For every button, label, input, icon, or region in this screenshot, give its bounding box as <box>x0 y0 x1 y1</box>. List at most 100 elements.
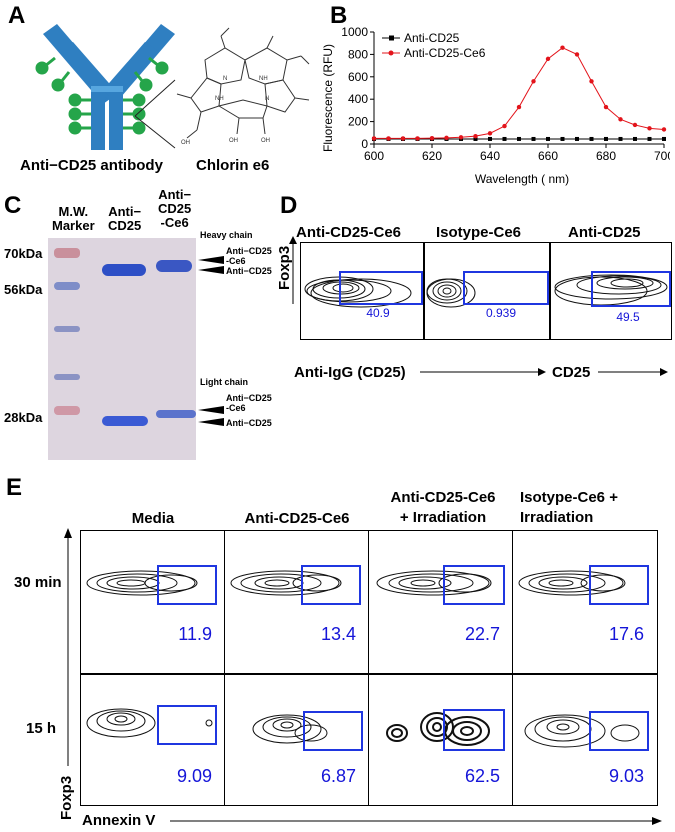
lane-header-anti-cd25: Anti− CD25 <box>108 204 142 233</box>
e-value-r1c2: 13.4 <box>320 624 356 644</box>
d-value-3: 49.5 <box>616 310 640 324</box>
series-point <box>516 104 522 110</box>
chart-x-label: Wavelength ( nm) <box>475 172 569 186</box>
y-tick-label: 1000 <box>341 25 368 39</box>
heavy-chain-band-anti-cd25-ce6 <box>156 260 192 272</box>
marker-56kda: 56kDa <box>4 282 43 297</box>
light-chain-arrows-icon <box>198 406 224 426</box>
chlorin-caption: Chlorin e6 <box>196 157 270 174</box>
antibody-structure-diagram: N NH NH N OH OH OH <box>35 24 310 150</box>
svg-text:OH: OH <box>261 138 270 144</box>
legend-label: Anti-CD25-Ce6 <box>404 46 486 60</box>
series-point <box>502 123 507 129</box>
lane-header-marker: M.W. Marker <box>52 204 95 233</box>
svg-text:N: N <box>223 76 227 82</box>
series-point <box>429 135 435 141</box>
e-value-r2c3: 62.5 <box>464 766 500 786</box>
e-row-15h: 15 h <box>26 720 57 737</box>
series-point <box>603 104 609 110</box>
series-point <box>415 136 420 141</box>
series-point <box>647 136 652 141</box>
e-gate <box>443 709 505 751</box>
series-point <box>618 136 623 141</box>
e-flow-plot-r2c4 <box>512 674 658 806</box>
e-value-r2c2: 6.87 <box>320 766 356 786</box>
e-flow-plot-r2c3 <box>368 674 514 806</box>
e-y-axis-label: Foxp3 <box>58 775 75 820</box>
series-point <box>473 136 478 141</box>
heavy-chain-label-ce6: Anti−CD25 -Ce6 <box>226 246 272 266</box>
chart-axes <box>370 31 665 148</box>
chart-y-label: Fluorescence (RFU) <box>321 44 335 152</box>
e-gate <box>301 565 361 605</box>
antibody-caption: Anti−CD25 antibody <box>20 157 163 174</box>
y-tick-label: 400 <box>348 92 368 106</box>
series-point <box>473 133 478 139</box>
svg-text:NH: NH <box>259 76 268 82</box>
d-y-arrow-icon <box>289 236 297 304</box>
panel-b-label: B <box>330 2 348 29</box>
svg-text:NH: NH <box>215 96 224 102</box>
light-chain-label-cd25: Anti−CD25 <box>226 418 272 428</box>
e-flow-plot-r2c1 <box>80 674 226 806</box>
x-tick-label: 600 <box>364 149 384 163</box>
x-tick-label: 660 <box>538 149 558 163</box>
x-tick-label: 620 <box>422 149 442 163</box>
series-point <box>371 136 377 141</box>
series-point <box>488 136 492 141</box>
series-point <box>618 117 623 122</box>
series-point <box>574 52 580 57</box>
series-point <box>589 79 594 84</box>
series-point <box>487 131 493 136</box>
d-flow-plot-1 <box>300 242 424 340</box>
svg-text:N: N <box>265 96 269 102</box>
d-value-2: 0.939 <box>485 306 517 320</box>
e-x-axis-label: Annexin V <box>82 812 156 829</box>
e-col-media: Media <box>131 510 175 527</box>
series-point <box>662 136 666 141</box>
series-point <box>502 136 507 141</box>
d-x-axis-label-right: CD25 <box>552 364 591 381</box>
e-flow-plot-r2c2 <box>224 674 370 806</box>
series-point <box>560 45 565 50</box>
lane-header-anti-cd25-ce6: Anti− CD25 -Ce6 <box>158 187 192 230</box>
x-tick-label: 680 <box>596 149 616 163</box>
series-point <box>444 135 449 141</box>
d-flow-plot-2 <box>424 242 550 340</box>
series-point <box>589 136 594 141</box>
e-value-r2c1: 9.09 <box>176 766 212 786</box>
y-tick-label: 600 <box>348 70 368 84</box>
y-tick-label: 0 <box>361 137 368 151</box>
d-x-arrow-icon-right <box>598 368 668 376</box>
fluorescence-chart: 600 620 640 660 680 700 0 200 400 600 800 1000 Anti… <box>321 25 670 186</box>
panel-e-label: E <box>6 474 23 501</box>
e-value-r1c3: 22.7 <box>464 624 500 644</box>
d-col-anti-cd25: Anti-CD25 <box>568 224 641 241</box>
marker-band <box>54 406 80 415</box>
e-value-r1c1: 11.9 <box>178 624 212 644</box>
marker-band <box>54 374 80 380</box>
legend-marker <box>389 35 394 41</box>
heavy-chain-band-anti-cd25 <box>102 264 146 276</box>
e-gate <box>157 565 217 605</box>
e-col-anti-cd25-ce6: Anti-CD25-Ce6 <box>244 510 350 527</box>
d-col-isotype-ce6: Isotype-Ce6 <box>436 224 522 241</box>
series-point <box>545 56 551 62</box>
e-gate <box>303 711 363 751</box>
light-chain-band-anti-cd25-ce6 <box>156 410 196 418</box>
series-point <box>560 136 565 141</box>
heavy-chain-title: Heavy chain <box>200 230 253 240</box>
d-flow-plot-3 <box>550 242 672 340</box>
heavy-chain-label-cd25: Anti−CD25 <box>226 266 272 276</box>
light-chain-title: Light chain <box>200 377 248 387</box>
heavy-chain-arrows-icon <box>198 256 224 274</box>
e-y-arrow-icon <box>64 528 72 766</box>
e-flow-plot-r1c2 <box>224 530 370 674</box>
series-line-1 <box>374 47 665 139</box>
d-x-arrow-icon-left <box>420 368 546 376</box>
legend-marker <box>388 50 394 56</box>
d-value-1: 40.9 <box>366 306 390 320</box>
e-gate <box>589 711 649 751</box>
marker-band <box>54 326 80 332</box>
series-point <box>400 136 406 141</box>
